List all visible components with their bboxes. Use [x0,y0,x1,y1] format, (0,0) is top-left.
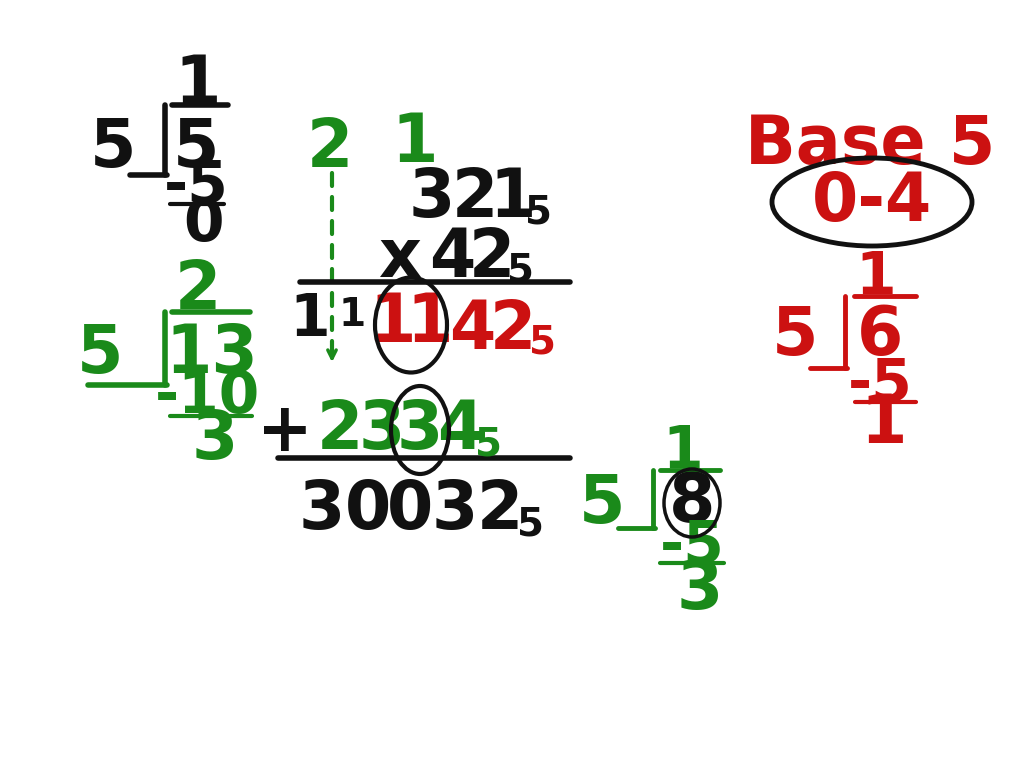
Text: 5: 5 [173,115,219,181]
Text: 1: 1 [175,52,221,118]
Text: 0: 0 [183,196,224,253]
Text: 0: 0 [345,477,391,543]
Text: 1: 1 [861,391,907,457]
Text: 1: 1 [339,296,366,334]
Text: 5: 5 [516,505,544,543]
Text: 1: 1 [489,165,537,231]
Text: 5: 5 [90,115,136,181]
Text: 5: 5 [529,324,556,362]
Text: 3: 3 [409,165,455,231]
Text: +: + [257,399,313,465]
Text: 3: 3 [432,477,478,543]
Text: 2: 2 [469,225,515,291]
Text: 3: 3 [191,407,239,473]
Text: -5: -5 [659,518,724,574]
Text: 2: 2 [316,397,364,463]
Text: 2: 2 [307,115,353,181]
Text: 13: 13 [166,321,258,387]
Text: 5: 5 [772,303,818,369]
Text: 5: 5 [507,251,534,289]
Text: 6: 6 [857,303,903,369]
Text: 5: 5 [474,425,502,463]
Text: 1: 1 [370,290,416,356]
Text: -5: -5 [848,356,912,412]
Text: 1: 1 [407,290,454,356]
Text: 2: 2 [175,257,221,323]
Text: 2: 2 [489,297,537,363]
Text: 3: 3 [299,477,345,543]
Text: Base 5: Base 5 [744,112,995,178]
Text: 4: 4 [429,225,475,291]
Text: 1: 1 [290,292,331,349]
Text: 4: 4 [437,397,483,463]
Text: 3: 3 [358,397,406,463]
Text: -5: -5 [164,157,228,214]
Text: 5: 5 [77,321,123,387]
Text: 2: 2 [452,165,498,231]
Text: 5: 5 [579,471,626,537]
Text: 4: 4 [449,297,496,363]
Text: 1: 1 [663,423,703,481]
Text: x: x [379,225,422,291]
Text: 3: 3 [677,557,723,623]
Text: 2: 2 [477,477,523,543]
Text: 0: 0 [387,477,433,543]
Text: 5: 5 [524,193,552,231]
Text: 1: 1 [392,110,438,176]
Text: 0-4: 0-4 [812,169,932,235]
Text: 3: 3 [397,397,443,463]
Text: 8: 8 [669,470,715,536]
Text: -10: -10 [155,369,260,425]
Text: 1: 1 [856,250,896,306]
